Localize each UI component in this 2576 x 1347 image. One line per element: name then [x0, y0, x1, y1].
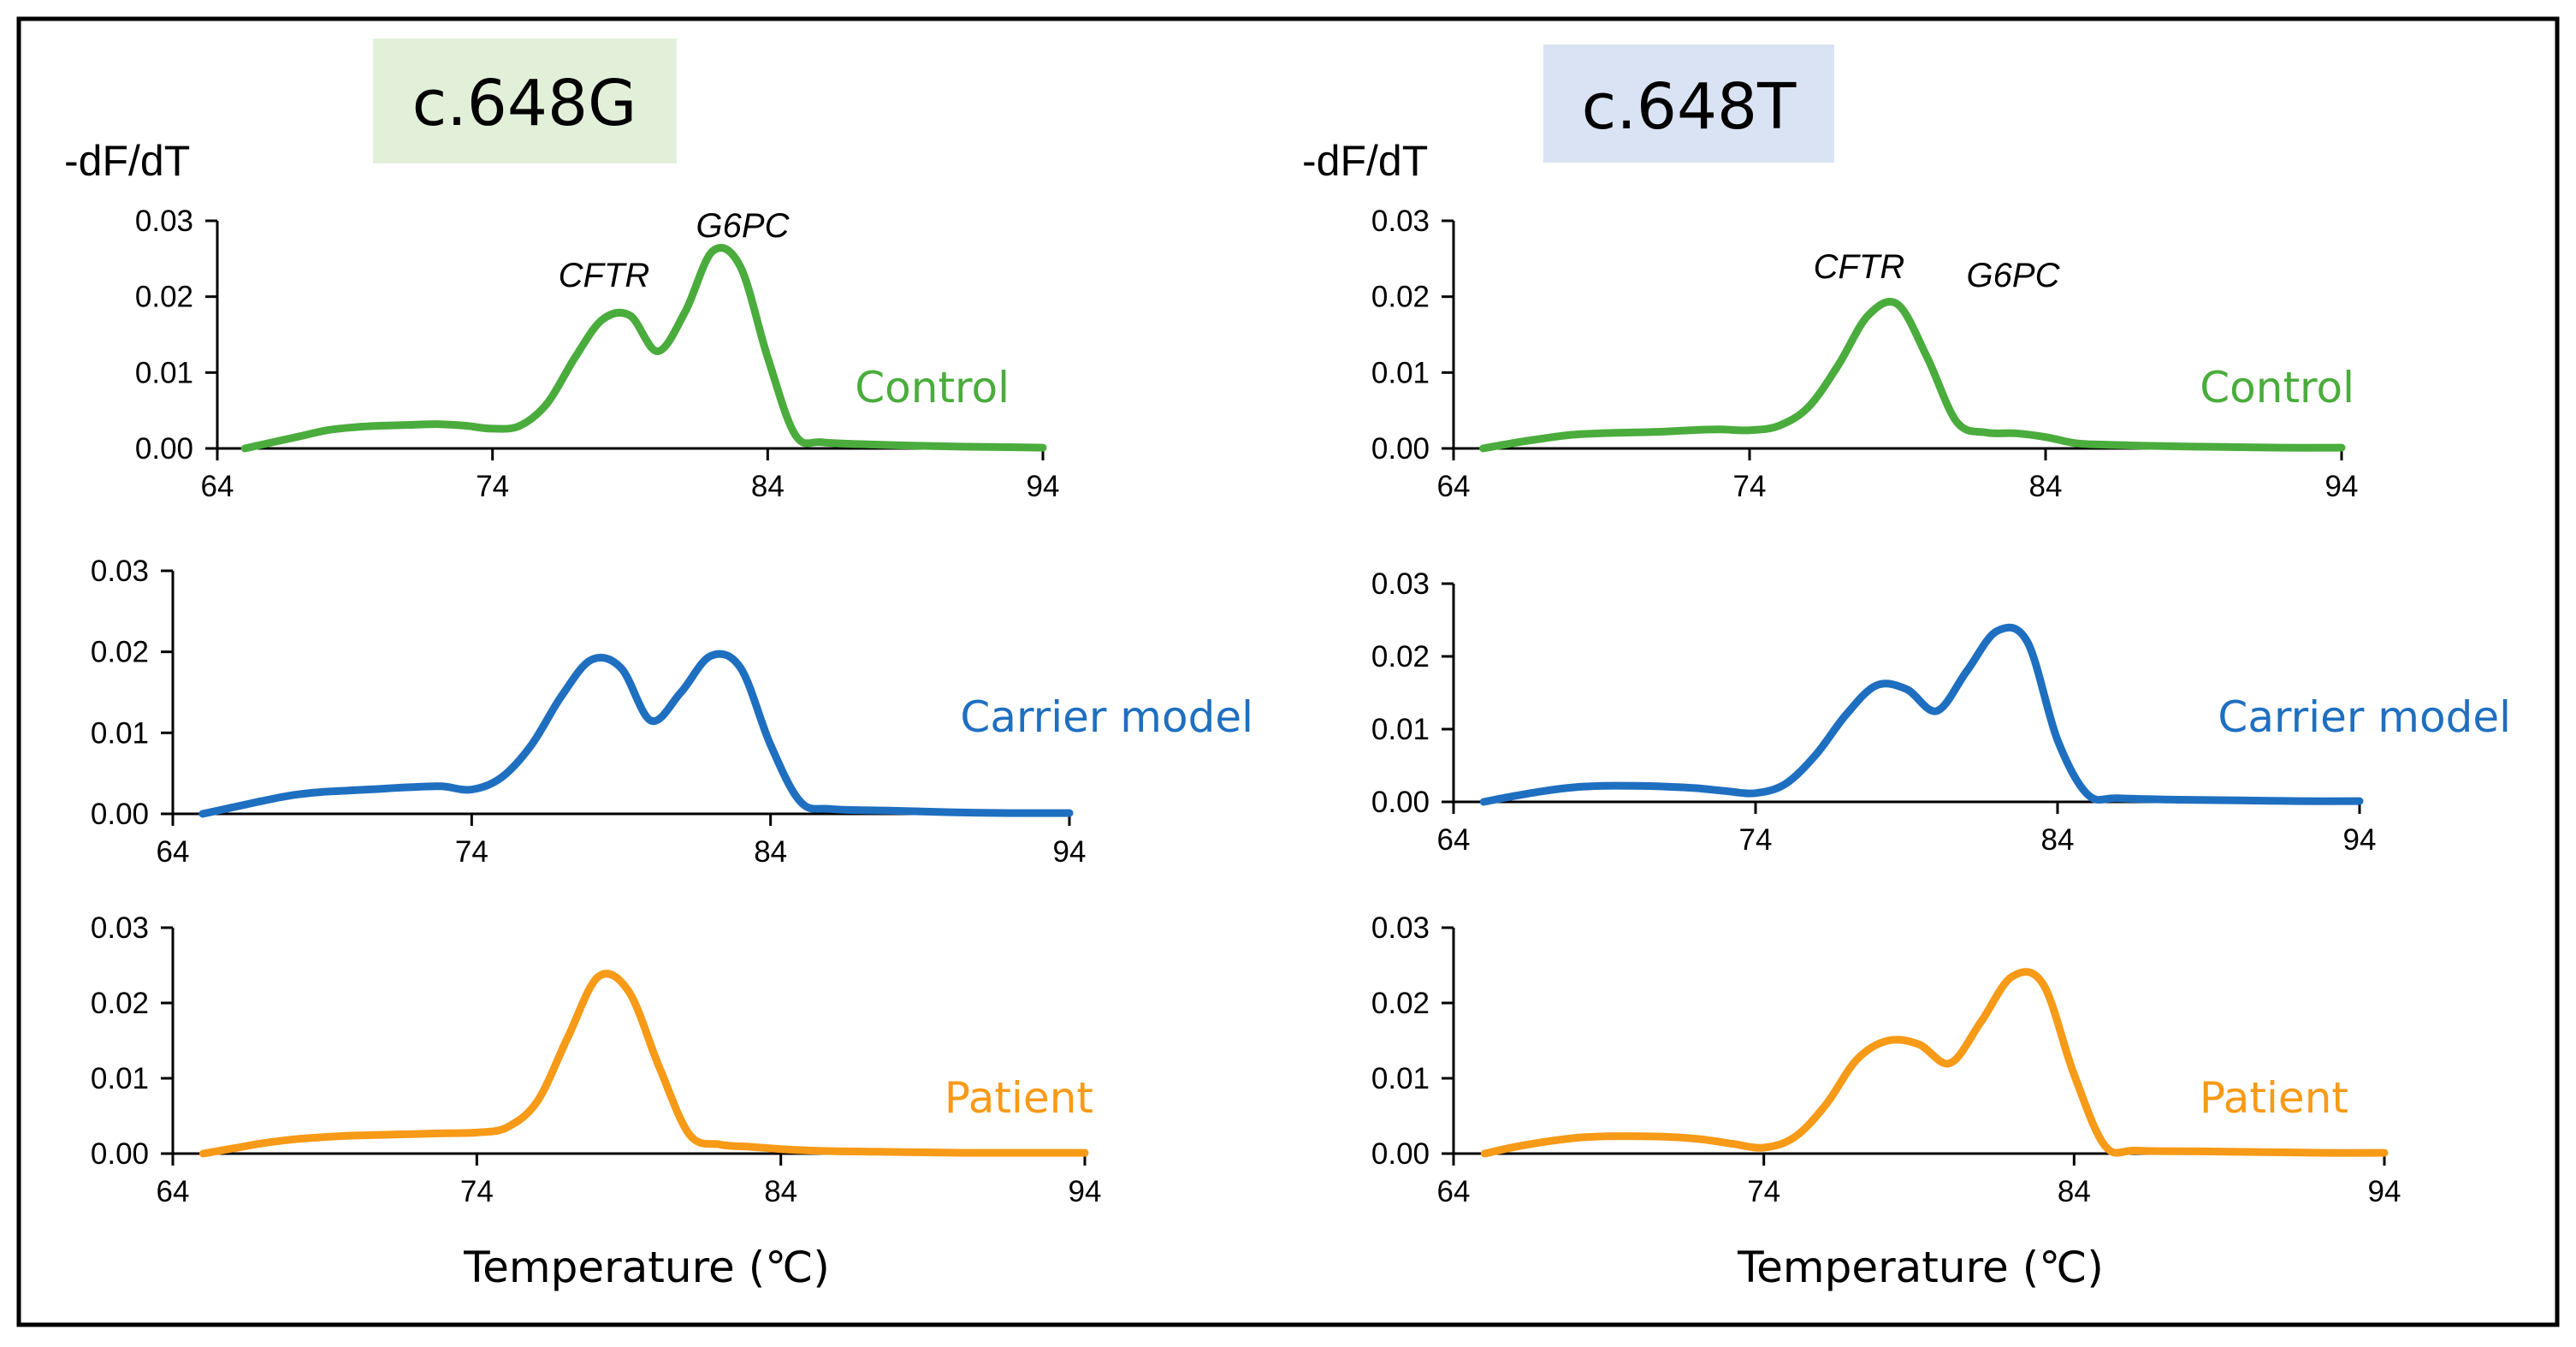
- y-tick-label: 0.00: [91, 1137, 149, 1171]
- x-tick-label: 64: [157, 1175, 190, 1208]
- figure-border: [16, 16, 2560, 1327]
- melt-curve-G-patient: [199, 970, 1089, 1158]
- y-tick-label: 0.02: [1371, 281, 1430, 314]
- ylabel-left: -dF/dT: [64, 137, 190, 185]
- condition-label: Patient: [2200, 1073, 2348, 1123]
- x-tick-label: 64: [201, 470, 234, 503]
- condition-label: Carrier model: [960, 692, 1253, 742]
- panel-T-control: 0.00 0.01 0.02 0.03 64 74 84 94 Control: [1371, 205, 2359, 503]
- y-tick-label: 0.01: [1371, 356, 1430, 389]
- x-tick-label: 74: [476, 470, 509, 503]
- y-tick-label: 0.01: [91, 716, 149, 750]
- x-tick-label: 94: [1027, 470, 1060, 503]
- y-tick-label: 0.02: [1371, 987, 1430, 1020]
- x-tick-label: 84: [764, 1175, 797, 1208]
- y-tick-label: 0.02: [1371, 640, 1430, 674]
- x-tick-label: 84: [2058, 1175, 2091, 1208]
- x-tick-label: 74: [1733, 470, 1767, 503]
- y-tick-label: 0.00: [91, 798, 149, 831]
- melt-curve-G-carrier: [198, 650, 1074, 818]
- x-tick-label: 84: [2029, 470, 2063, 503]
- y-tick-label: 0.00: [1371, 432, 1430, 466]
- xlabel-right: Temperature (℃): [1737, 1243, 2104, 1292]
- panel-G-patient: 0.00 0.01 0.02 0.03 64 74 84 94 Patient: [91, 911, 1102, 1208]
- y-tick-label: 0.03: [91, 555, 149, 588]
- title-G-group: c.648G: [373, 39, 677, 163]
- y-tick-label: 0.01: [1371, 713, 1430, 746]
- melt-curve-T-control: [1479, 298, 2346, 453]
- gene-label-cftr-G: CFTR: [559, 257, 650, 294]
- y-tick-label: 0.00: [1371, 786, 1430, 819]
- y-tick-label: 0.03: [135, 205, 193, 238]
- y-tick-label: 0.01: [91, 1062, 149, 1095]
- y-tick-label: 0.00: [135, 432, 193, 466]
- y-tick-label: 0.00: [1371, 1137, 1430, 1171]
- y-tick-label: 0.03: [1371, 567, 1430, 601]
- title-T: c.648T: [1582, 70, 1797, 144]
- ylabel-right: -dF/dT: [1302, 137, 1428, 185]
- xlabel-left: Temperature (℃): [463, 1243, 830, 1292]
- title-G-background: [373, 39, 677, 163]
- x-tick-label: 64: [157, 835, 190, 869]
- x-tick-label: 74: [460, 1175, 494, 1208]
- y-tick-label: 0.03: [91, 911, 149, 945]
- y-tick-label: 0.02: [91, 636, 149, 669]
- x-tick-label: 94: [2325, 470, 2359, 503]
- x-tick-label: 64: [1437, 823, 1471, 857]
- panel-G-control: 0.00 0.01 0.02 0.03 64 74 84 94 Control: [135, 205, 1060, 503]
- title-G: c.648G: [412, 67, 637, 140]
- gene-label-g6pc-T: G6PC: [1967, 257, 2061, 294]
- x-tick-label: 74: [1747, 1175, 1780, 1208]
- x-tick-label: 74: [455, 835, 489, 869]
- gene-label-g6pc-G: G6PC: [696, 207, 791, 245]
- x-tick-label: 74: [1739, 823, 1773, 857]
- y-tick-label: 0.02: [91, 987, 149, 1020]
- x-tick-label: 94: [2343, 823, 2377, 857]
- title-T-group: c.648T: [1543, 45, 1834, 163]
- panel-G-carrier: 0.00 0.01 0.02 0.03 64 74 84 94 Carrier model: [91, 555, 1253, 869]
- y-tick-label: 0.03: [1371, 911, 1430, 945]
- y-tick-label: 0.01: [135, 356, 193, 389]
- y-tick-label: 0.02: [135, 281, 193, 314]
- panel-T-patient: 0.00 0.01 0.02 0.03 64 74 84 94 Patient: [1371, 911, 2401, 1208]
- y-tick-label: 0.03: [1371, 205, 1430, 238]
- title-T-background: [1543, 45, 1834, 163]
- condition-label: Patient: [945, 1073, 1093, 1123]
- x-tick-label: 94: [2368, 1175, 2401, 1208]
- melt-curve-T-carrier: [1479, 623, 2364, 806]
- condition-label: Control: [2200, 363, 2354, 412]
- x-tick-label: 64: [1437, 1175, 1471, 1208]
- panel-T-carrier: 0.00 0.01 0.02 0.03 64 74 84 94 Carrier model: [1371, 567, 2511, 857]
- x-tick-label: 84: [751, 470, 785, 503]
- y-tick-label: 0.01: [1371, 1062, 1430, 1095]
- x-tick-label: 64: [1437, 470, 1471, 503]
- x-tick-label: 84: [2041, 823, 2075, 857]
- melt-curve-T-patient: [1480, 968, 2389, 1158]
- gene-label-cftr-T: CFTR: [1814, 248, 1905, 286]
- melt-curve-G-control: [240, 244, 1047, 453]
- x-tick-label: 84: [754, 835, 787, 869]
- x-tick-label: 94: [1069, 1175, 1102, 1208]
- condition-label: Carrier model: [2218, 692, 2511, 742]
- x-tick-label: 94: [1053, 835, 1087, 869]
- condition-label: Control: [855, 363, 1010, 412]
